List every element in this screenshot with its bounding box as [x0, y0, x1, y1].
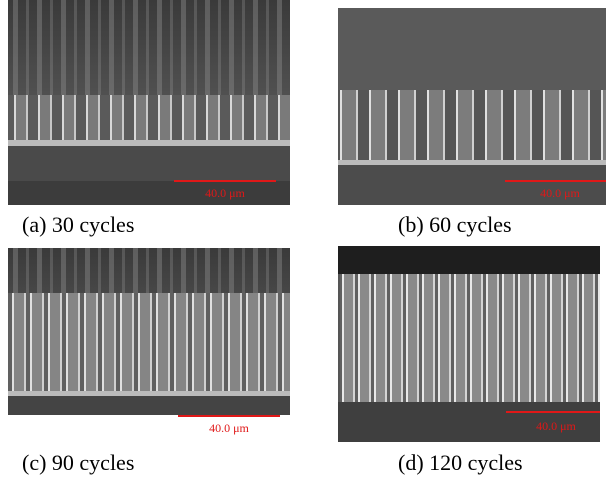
pillars — [338, 90, 606, 162]
substrate — [338, 402, 600, 442]
background — [338, 246, 600, 274]
scale-label: 40.0 μm — [536, 419, 576, 433]
base — [8, 181, 290, 205]
caption: (b) 60 cycles — [398, 212, 512, 237]
pillars — [8, 293, 290, 393]
caption: (c) 90 cycles — [22, 450, 134, 475]
substrate — [8, 146, 290, 181]
substrate — [338, 165, 606, 205]
panel-c: 40.0 μm — [8, 248, 290, 435]
texture — [8, 0, 290, 95]
caption: (a) 30 cycles — [22, 212, 134, 237]
pillars — [340, 274, 600, 404]
panel-b: 40.0 μm — [338, 8, 606, 205]
substrate-edge — [8, 391, 290, 396]
panel-a: 40.0 μm — [8, 0, 290, 205]
substrate-edge — [8, 140, 290, 146]
pillars — [8, 95, 290, 143]
scale-label: 40.0 μm — [540, 186, 580, 200]
scale-label: 40.0 μm — [209, 421, 249, 435]
substrate-edge — [338, 160, 606, 165]
texture — [8, 248, 290, 293]
substrate — [8, 396, 290, 415]
scale-label: 40.0 μm — [205, 186, 245, 200]
panel-d: 40.0 μm — [338, 246, 600, 442]
caption: (d) 120 cycles — [398, 450, 523, 475]
